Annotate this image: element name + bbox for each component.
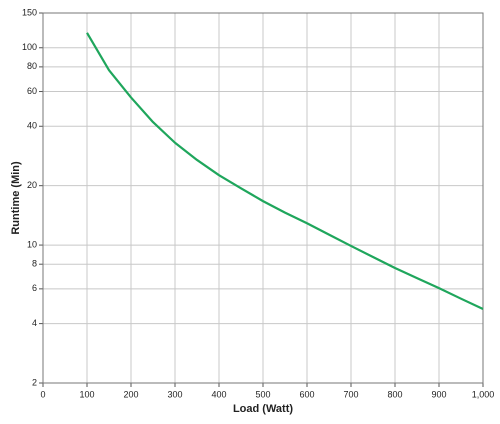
- x-tick-label: 1,000: [472, 389, 495, 399]
- x-axis-title: Load (Watt): [233, 403, 293, 415]
- y-tick-label: 6: [32, 283, 37, 293]
- y-tick-label: 20: [27, 180, 37, 190]
- y-tick-label: 8: [32, 259, 37, 269]
- x-tick-label: 100: [79, 389, 94, 399]
- y-tick-label: 60: [27, 86, 37, 96]
- y-tick-label: 40: [27, 121, 37, 131]
- x-tick-label: 700: [343, 389, 358, 399]
- y-axis-title: Runtime (Min): [10, 161, 22, 235]
- y-tick-label: 10: [27, 239, 37, 249]
- y-tick-label: 100: [22, 42, 37, 52]
- x-tick-label: 600: [299, 389, 314, 399]
- plot-frame: [42, 12, 484, 384]
- x-tick-label: 300: [167, 389, 182, 399]
- y-tick-label: 4: [32, 318, 37, 328]
- y-tick-label: 80: [27, 61, 37, 71]
- x-tick-label: 0: [40, 389, 45, 399]
- y-tick-label: 150: [22, 7, 37, 17]
- x-tick-label: 900: [431, 389, 446, 399]
- x-tick-label: 400: [211, 389, 226, 399]
- y-tick-label: 2: [32, 377, 37, 387]
- x-tick-label: 500: [255, 389, 270, 399]
- line-series: [86, 32, 484, 311]
- x-tick-label: 200: [123, 389, 138, 399]
- x-tick-label: 800: [387, 389, 402, 399]
